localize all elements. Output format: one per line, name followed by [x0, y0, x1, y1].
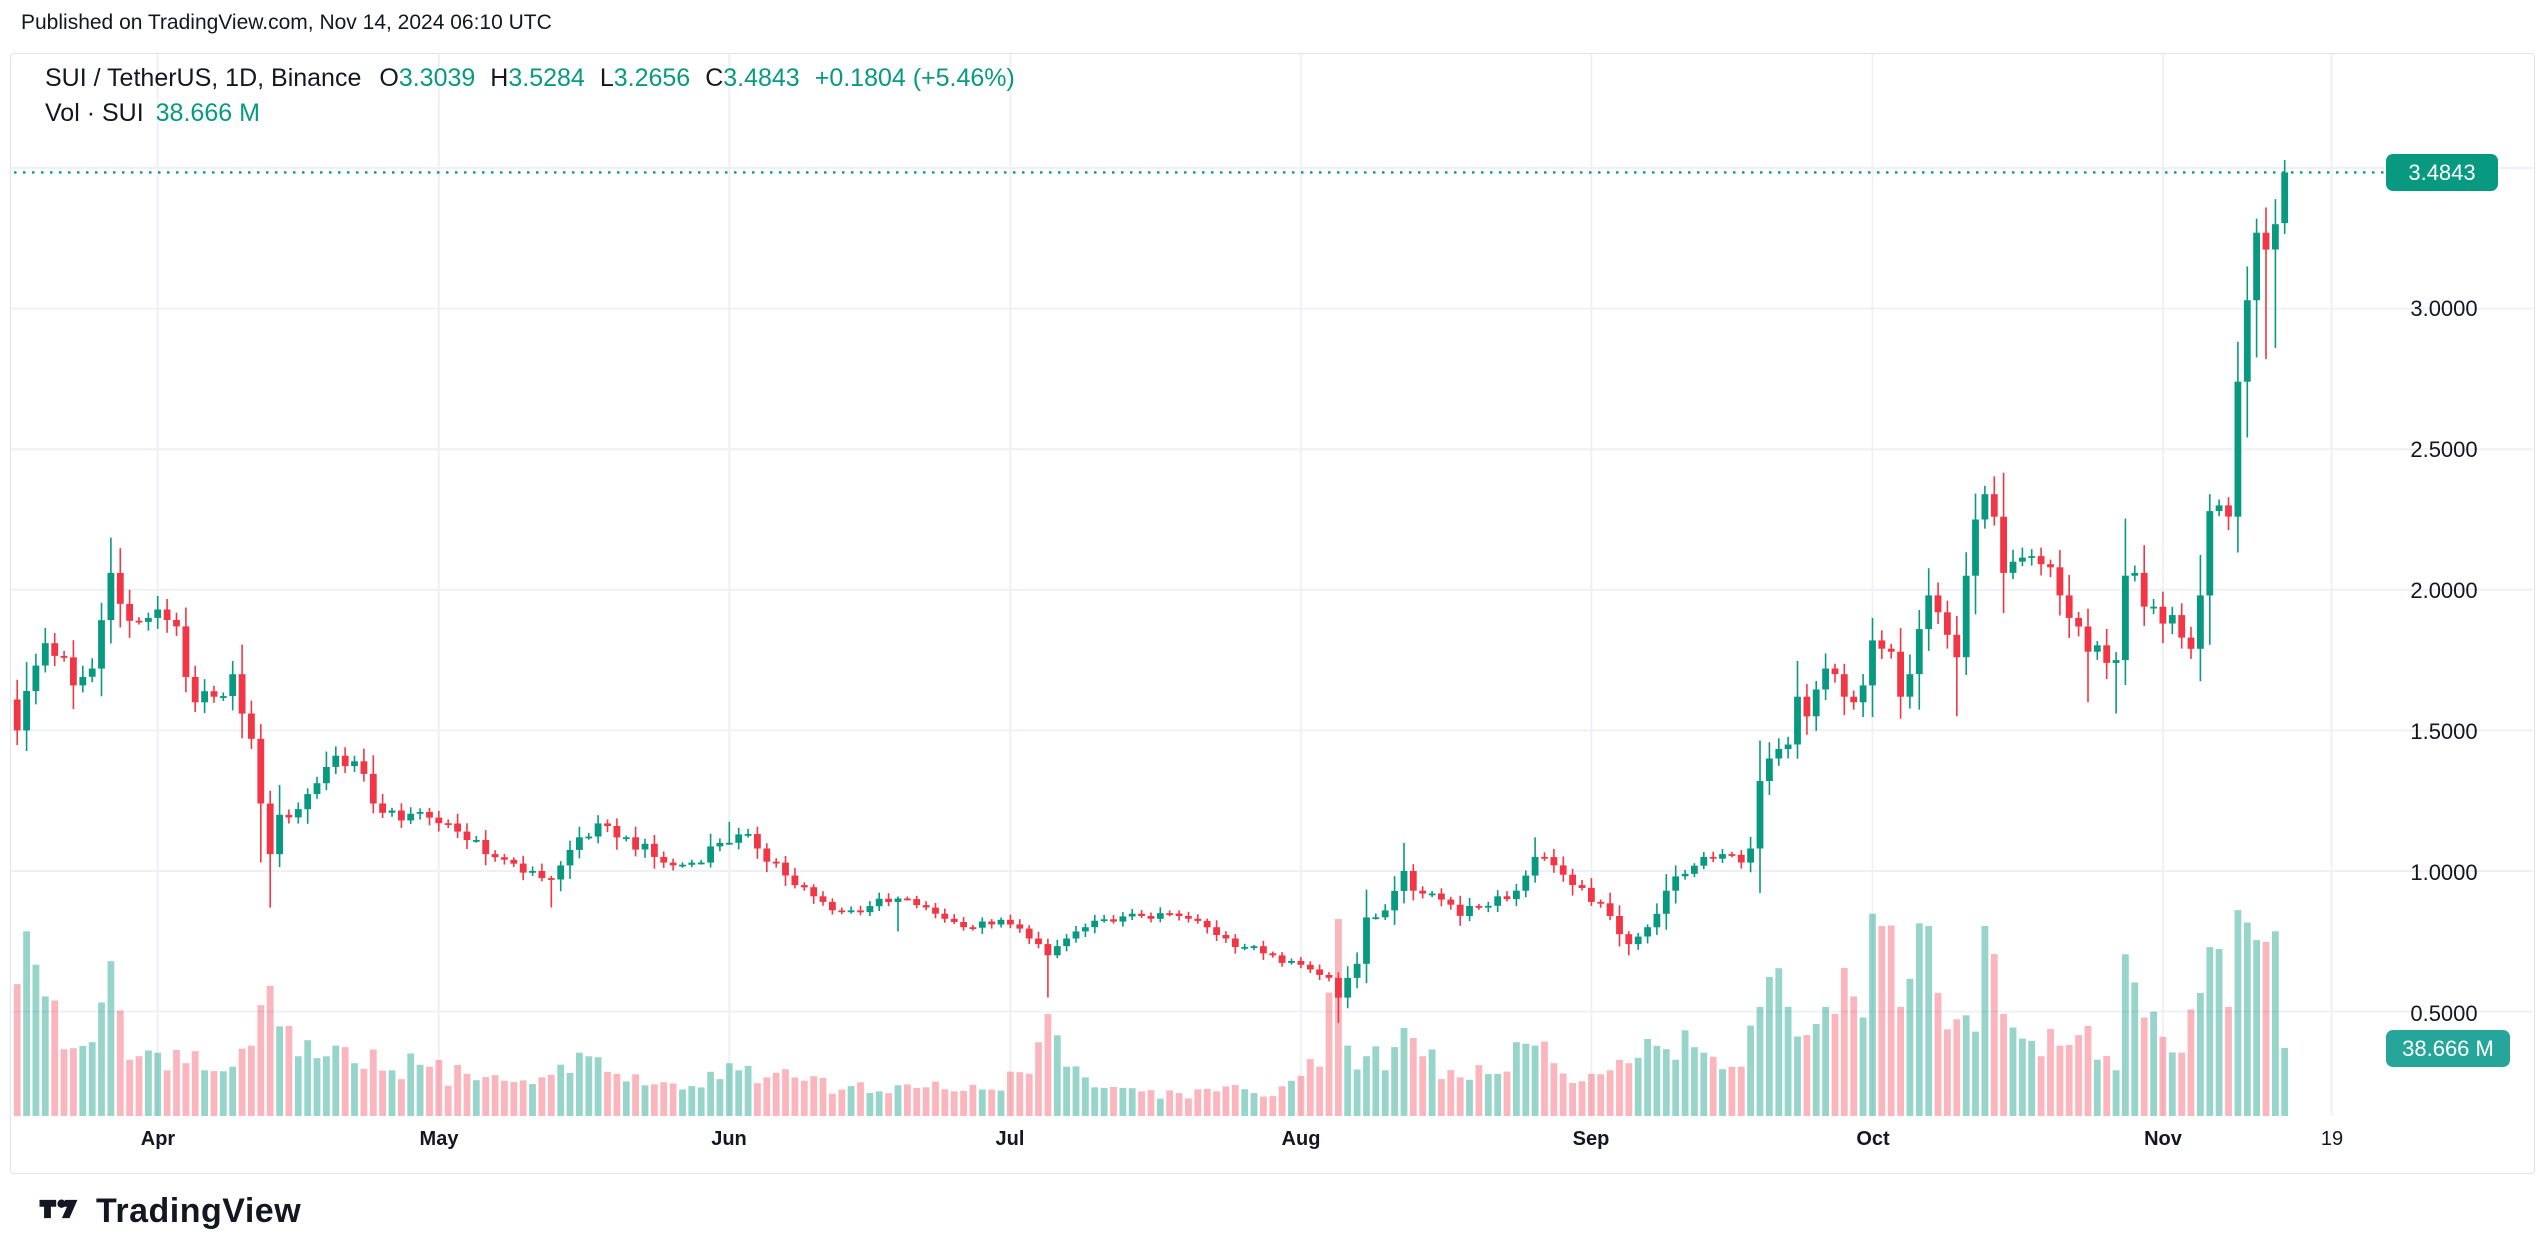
high-label: H — [490, 64, 509, 92]
low-value: 3.2656 — [613, 64, 691, 92]
tradingview-logo-text: TradingView — [96, 1192, 302, 1230]
x-tick-jul: Jul — [995, 1128, 1025, 1150]
tradingview-logo-icon — [38, 1192, 82, 1231]
open-label: O — [379, 64, 399, 92]
x-tick-oct: Oct — [1856, 1128, 1890, 1150]
x-tick-may: May — [419, 1128, 459, 1150]
x-tick-apr: Apr — [140, 1128, 176, 1150]
chart-card — [10, 53, 2535, 1174]
y-tick-3.0000: 3.0000 — [2410, 296, 2478, 321]
y-tick-0.5000: 0.5000 — [2410, 1001, 2478, 1026]
y-tick-1.5000: 1.5000 — [2410, 719, 2478, 744]
volume-label: Vol · SUI — [45, 99, 144, 127]
tradingview-footer[interactable]: TradingView — [38, 1192, 301, 1231]
close-label: C — [705, 64, 724, 92]
y-tick-2.5000: 2.5000 — [2410, 437, 2478, 462]
y-tick-1.0000: 1.0000 — [2410, 860, 2478, 885]
published-line: Published on TradingView.com, Nov 14, 20… — [21, 11, 552, 34]
x-tick-nov: Nov — [2144, 1128, 2182, 1150]
symbol-title: SUI / TetherUS, 1D, Binance — [45, 64, 362, 92]
volume-value: 38.666 M — [155, 99, 260, 127]
x-tick-jun: Jun — [711, 1128, 747, 1150]
last-price-badge: 3.4843 — [2386, 154, 2498, 191]
x-tick-sep: Sep — [1572, 1128, 1610, 1150]
y-tick-2.0000: 2.0000 — [2410, 578, 2478, 603]
last-volume-badge: 38.666 M — [2386, 1030, 2510, 1067]
chart-legend: SUI / TetherUS, 1D, Binance O3.3039 H3.528… — [45, 62, 1015, 95]
change-value: +0.1804 (+5.46%) — [814, 64, 1015, 92]
low-label: L — [599, 64, 614, 92]
x-tick-aug: Aug — [1281, 1128, 1321, 1150]
open-value: 3.3039 — [398, 64, 476, 92]
volume-legend: Vol · SUI 38.666 M — [45, 97, 260, 130]
close-value: 3.4843 — [723, 64, 800, 92]
high-value: 3.5284 — [508, 64, 585, 92]
x-tick-19: 19 — [2320, 1128, 2344, 1150]
